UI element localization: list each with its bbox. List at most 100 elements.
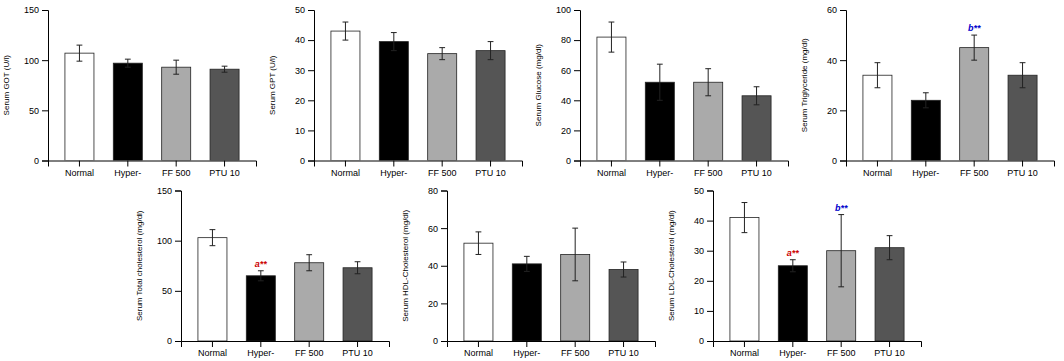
x-tick-label: Normal (597, 168, 626, 178)
plot-area (198, 230, 372, 341)
bar (512, 264, 541, 341)
error-bar-cap (391, 32, 397, 33)
error-bar-cap (705, 68, 711, 69)
x-tick-mark (708, 161, 709, 167)
error-bar-stem (309, 255, 310, 271)
x-tick-label: Hyper- (646, 168, 673, 178)
error-bar-cap (524, 256, 530, 257)
x-axis: NormalHyper-FF 500PTU 10 (581, 161, 789, 178)
annotation: b** (835, 203, 848, 213)
x-tick-label: PTU 10 (342, 348, 373, 358)
error-bar-stem (224, 66, 225, 72)
error-bar-cap (476, 254, 482, 255)
y-tick-mark (441, 303, 447, 304)
y-tick-mark (840, 10, 846, 11)
y-tick-mark (441, 341, 447, 342)
y-axis: 020406080 (428, 186, 448, 347)
error-bar-cap (439, 47, 445, 48)
y-axis-title: Serum LDL-Cholesterol (mg/dl) (667, 210, 676, 321)
x-tick-mark (877, 161, 878, 167)
error-bar-cap (488, 59, 494, 60)
x-tick-label: FF 500 (428, 168, 457, 178)
x-tick-mark (357, 341, 358, 347)
error-bar-cap (210, 229, 216, 230)
y-tick-mark (441, 228, 447, 229)
y-tick: 80 (428, 186, 447, 196)
y-tick-label: 80 (428, 186, 438, 196)
x-tick-mark (611, 161, 612, 167)
error-bar-stem (357, 262, 358, 274)
x-tick-label: Normal (730, 348, 759, 358)
error-bar-cap (125, 59, 131, 60)
error-bar (476, 232, 482, 255)
error-bar (790, 260, 796, 272)
y-tick-label: 20 (694, 276, 704, 286)
error-bar-cap (488, 41, 494, 42)
error-bar-cap (838, 214, 844, 215)
error-bar-cap (258, 280, 264, 281)
y-tick: 10 (295, 126, 314, 136)
bar (911, 100, 940, 160)
y-tick-mark (441, 191, 447, 192)
error-bar-cap (609, 52, 615, 53)
x-tick: PTU 10 (874, 341, 905, 358)
x-tick: Normal (464, 341, 493, 358)
error-bar-cap (971, 35, 977, 36)
y-tick: 100 (157, 236, 181, 246)
y-axis-line (308, 11, 315, 162)
x-tick: PTU 10 (209, 161, 240, 178)
plot-area (863, 35, 1037, 160)
error-bar-cap (754, 104, 760, 105)
x-axis: NormalHyper-FF 500PTU 10 (315, 161, 523, 178)
error-bar-stem (925, 93, 926, 108)
bar (343, 268, 372, 341)
y-tick-mark (574, 10, 580, 11)
y-tick: 0 (832, 156, 846, 166)
x-tick-label: Normal (464, 348, 493, 358)
y-tick-mark (707, 341, 713, 342)
y-tick-mark (175, 341, 181, 342)
error-bar-stem (478, 232, 479, 255)
x-tick-label: PTU 10 (608, 348, 639, 358)
y-tick-label: 100 (24, 56, 39, 66)
subplot: 01020304050NormalHyper-FF 500PTU 10Serum… (667, 186, 922, 359)
y-tick-label: 30 (295, 66, 305, 76)
y-tick-label: 0 (832, 156, 837, 166)
error-bar-stem (841, 215, 842, 287)
error-bar-stem (611, 22, 612, 52)
x-tick-mark (623, 341, 624, 347)
y-axis: 0204060 (827, 5, 847, 166)
error-bar (355, 262, 361, 274)
error-bar-stem (260, 271, 261, 281)
error-bar-cap (524, 271, 530, 272)
y-tick-label: 0 (699, 336, 704, 346)
y-tick-mark (707, 251, 713, 252)
y-tick: 50 (694, 186, 713, 196)
error-bar-stem (659, 64, 660, 100)
x-axis: NormalHyper-FF 500PTU 10 (49, 161, 257, 178)
y-tick-mark (707, 191, 713, 192)
error-bar-cap (875, 87, 881, 88)
y-tick-mark (308, 10, 314, 11)
x-tick: Hyper- (380, 161, 407, 178)
error-bar-stem (79, 45, 80, 61)
y-tick: 60 (561, 66, 580, 76)
y-tick: 0 (167, 336, 181, 346)
x-tick-mark (575, 341, 576, 347)
y-tick-label: 80 (561, 35, 571, 45)
error-bar-cap (621, 277, 627, 278)
y-tick-label: 60 (561, 66, 571, 76)
y-tick: 40 (827, 56, 846, 66)
y-tick-mark (441, 266, 447, 267)
error-bar-stem (889, 236, 890, 260)
y-tick-mark (707, 221, 713, 222)
error-bar-cap (173, 74, 179, 75)
y-tick: 0 (300, 156, 314, 166)
bar (295, 263, 324, 341)
error-bar-stem (212, 230, 213, 246)
x-tick-mark (79, 161, 80, 167)
bar (113, 63, 142, 160)
y-axis-title: Serum GPT (U/l) (268, 55, 277, 115)
error-bar-cap (391, 50, 397, 51)
bar (198, 238, 227, 341)
